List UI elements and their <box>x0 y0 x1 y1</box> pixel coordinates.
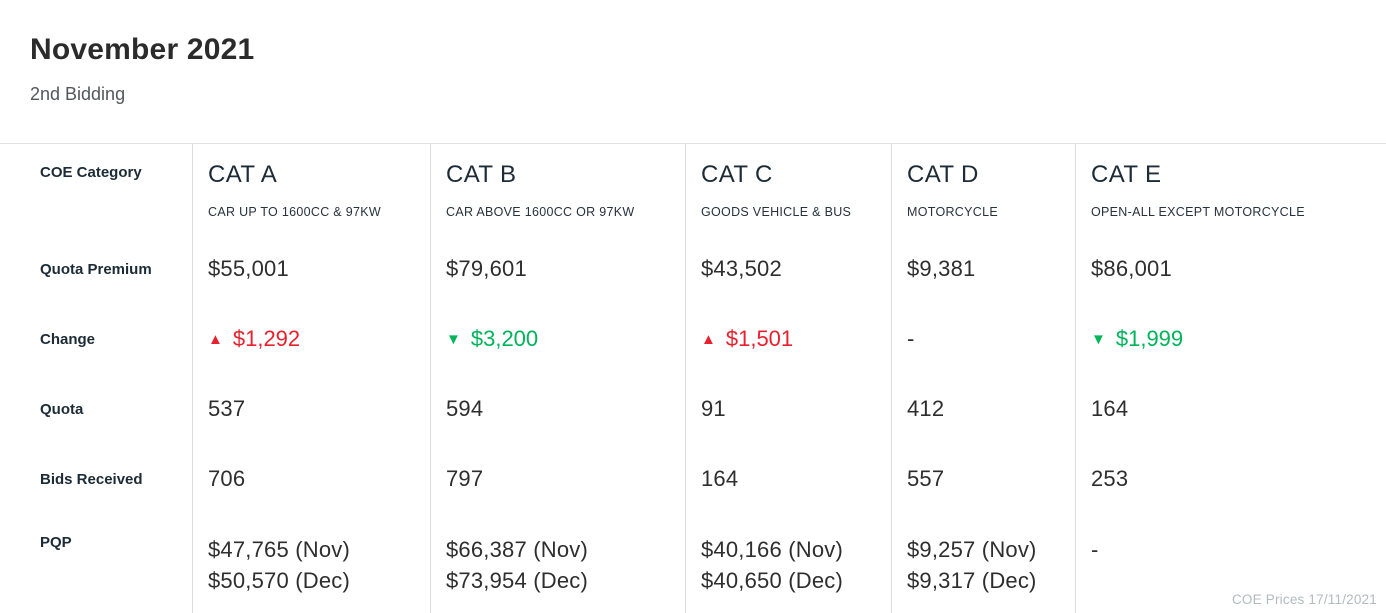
category-name: CAT D <box>907 161 979 188</box>
category-name: CAT C <box>701 161 773 188</box>
category-name: CAT E <box>1091 161 1162 188</box>
change-arrow-icon: ▼ <box>1091 330 1106 348</box>
change-value: ▼ $1,999 <box>1091 326 1183 352</box>
category-header: CAT E OPEN-ALL EXCEPT MOTORCYCLE <box>1091 144 1386 234</box>
change-value: ▲ $1,292 <box>208 326 300 352</box>
pqp-dec-value: $40,650 (Dec) <box>701 568 844 593</box>
row-label-bids-received: Bids Received <box>40 470 143 488</box>
change-value: - <box>907 326 914 352</box>
change-arrow-icon: ▲ <box>701 330 716 348</box>
bids-received-value: 706 <box>208 466 246 491</box>
coe-results-table: COE Category Quota Premium Change Quota … <box>0 143 1386 613</box>
quota-value: 412 <box>907 396 945 421</box>
change-arrow-icon: ▼ <box>446 330 461 348</box>
pqp-nov-value: $9,257 (Nov) <box>907 537 1037 562</box>
bids-received-value: 557 <box>907 466 945 491</box>
pqp-cell: $66,387 (Nov) $73,954 (Dec) <box>446 514 685 613</box>
change-amount: $1,999 <box>1115 326 1184 351</box>
pqp-nov-value: $40,166 (Nov) <box>701 537 844 562</box>
change-amount: $3,200 <box>470 326 539 351</box>
change-arrow-icon: ▲ <box>208 330 223 348</box>
column-cat-b: CAT B CAR ABOVE 1600CC OR 97KW $79,601 ▼… <box>430 144 685 613</box>
change-value: ▼ $3,200 <box>446 326 538 352</box>
pqp-cell: $9,257 (Nov) $9,317 (Dec) <box>907 514 1075 613</box>
row-label-category: COE Category <box>40 164 142 181</box>
category-header: CAT C GOODS VEHICLE & BUS <box>701 144 891 234</box>
bids-received-value: 797 <box>446 466 484 491</box>
bids-received-value: 253 <box>1091 466 1129 491</box>
bids-received-value: 164 <box>701 466 739 491</box>
quota-value: 164 <box>1091 396 1129 421</box>
category-header: CAT D MOTORCYCLE <box>907 144 1075 234</box>
pqp-cell: - <box>1091 514 1386 613</box>
change-value: ▲ $1,501 <box>701 326 793 352</box>
page-subtitle: 2nd Bidding <box>30 84 126 104</box>
pqp-dec-value: $50,570 (Dec) <box>208 568 351 593</box>
change-amount: $1,501 <box>725 326 794 351</box>
quota-premium-value: $86,001 <box>1091 256 1172 281</box>
pqp-dec-value: $73,954 (Dec) <box>446 568 589 593</box>
category-description: MOTORCYCLE <box>907 205 998 219</box>
category-name: CAT B <box>446 161 517 188</box>
page-header: November 2021 2nd Bidding <box>0 0 1386 143</box>
row-labels-column: COE Category Quota Premium Change Quota … <box>0 144 192 613</box>
category-description: CAR UP TO 1600CC & 97KW <box>208 205 381 219</box>
pqp-nov-value: $66,387 (Nov) <box>446 537 589 562</box>
category-header: CAT B CAR ABOVE 1600CC OR 97KW <box>446 144 685 234</box>
change-amount: $1,292 <box>232 326 301 351</box>
column-cat-c: CAT C GOODS VEHICLE & BUS $43,502 ▲ $1,5… <box>685 144 891 613</box>
quota-value: 91 <box>701 396 726 421</box>
page-title: November 2021 <box>30 33 255 66</box>
quota-value: 537 <box>208 396 246 421</box>
category-description: OPEN-ALL EXCEPT MOTORCYCLE <box>1091 205 1305 219</box>
column-cat-d: CAT D MOTORCYCLE $9,381 - 412 557 $9,257… <box>891 144 1075 613</box>
pqp-dec-value: $9,317 (Dec) <box>907 568 1037 593</box>
pqp-nov-value: - <box>1091 537 1099 562</box>
row-label-pqp: PQP <box>40 534 72 551</box>
column-cat-e: CAT E OPEN-ALL EXCEPT MOTORCYCLE $86,001… <box>1075 144 1386 613</box>
category-name: CAT A <box>208 161 278 188</box>
quota-premium-value: $55,001 <box>208 256 289 281</box>
row-label-change: Change <box>40 330 96 348</box>
quota-premium-value: $43,502 <box>701 256 782 281</box>
row-label-quota-premium: Quota Premium <box>40 260 152 278</box>
coe-prices-watermark: COE Prices 17/11/2021 <box>1231 592 1377 607</box>
row-label-quota: Quota <box>40 400 84 418</box>
pqp-nov-value: $47,765 (Nov) <box>208 537 351 562</box>
column-cat-a: CAT A CAR UP TO 1600CC & 97KW $55,001 ▲ … <box>192 144 430 613</box>
category-header: CAT A CAR UP TO 1600CC & 97KW <box>208 144 430 234</box>
quota-premium-value: $79,601 <box>446 256 527 281</box>
category-description: CAR ABOVE 1600CC OR 97KW <box>446 205 635 219</box>
pqp-cell: $47,765 (Nov) $50,570 (Dec) <box>208 514 430 613</box>
quota-premium-value: $9,381 <box>907 256 976 281</box>
change-amount: - <box>907 326 915 351</box>
pqp-cell: $40,166 (Nov) $40,650 (Dec) <box>701 514 891 613</box>
quota-value: 594 <box>446 396 484 421</box>
category-description: GOODS VEHICLE & BUS <box>701 205 852 219</box>
